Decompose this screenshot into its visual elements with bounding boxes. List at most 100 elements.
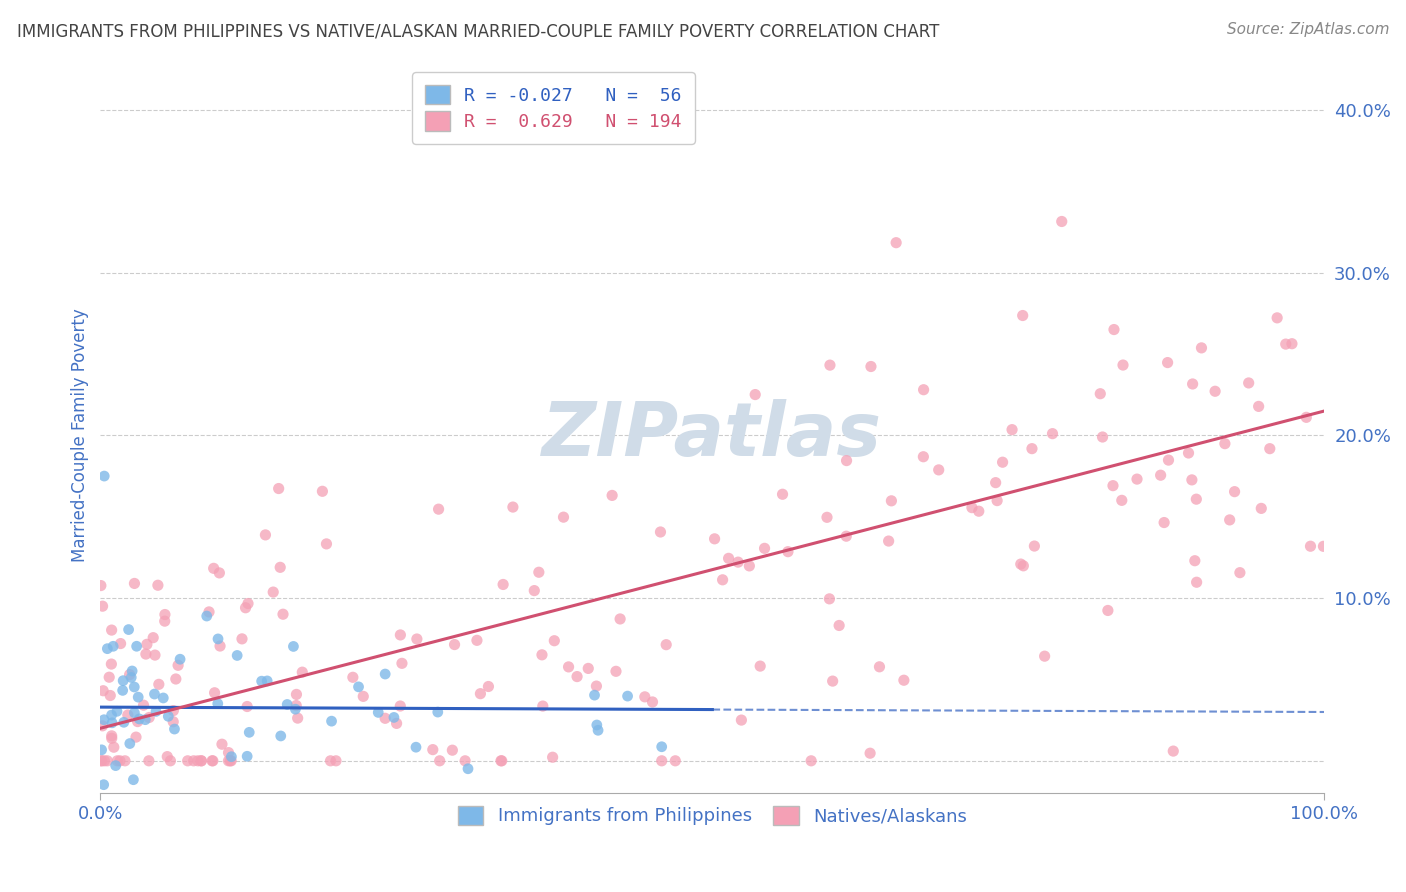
Point: [426, 705, 449, 719]
Point: [159, 754, 181, 768]
Point: [1177, 446, 1199, 460]
Point: [202, 561, 225, 575]
Point: [877, 534, 900, 549]
Point: [385, 716, 408, 731]
Point: [1102, 322, 1125, 336]
Point: [104, 758, 127, 772]
Point: [285, 698, 308, 713]
Point: [382, 710, 405, 724]
Point: [311, 484, 333, 499]
Point: [342, 670, 364, 684]
Point: [543, 633, 565, 648]
Point: [491, 754, 513, 768]
Point: [585, 679, 607, 693]
Point: [912, 383, 935, 397]
Point: [91, 719, 114, 733]
Point: [429, 754, 451, 768]
Point: [201, 754, 224, 768]
Point: [815, 510, 838, 524]
Point: [880, 493, 903, 508]
Point: [928, 463, 950, 477]
Point: [291, 665, 314, 680]
Point: [616, 689, 638, 703]
Point: [523, 583, 546, 598]
Point: [145, 705, 167, 719]
Point: [730, 713, 752, 727]
Point: [818, 358, 841, 372]
Point: [118, 737, 141, 751]
Point: [1237, 376, 1260, 390]
Point: [96, 754, 118, 768]
Point: [1274, 337, 1296, 351]
Point: [960, 500, 983, 515]
Point: [148, 677, 170, 691]
Point: [634, 690, 657, 704]
Point: [1219, 513, 1241, 527]
Point: [441, 743, 464, 757]
Point: [1161, 744, 1184, 758]
Point: [1011, 309, 1033, 323]
Point: [169, 652, 191, 666]
Point: [422, 742, 444, 756]
Point: [557, 660, 579, 674]
Point: [285, 687, 308, 701]
Point: [135, 637, 157, 651]
Point: [98, 670, 121, 684]
Point: [1156, 355, 1178, 369]
Point: [90, 754, 112, 768]
Point: [100, 731, 122, 746]
Point: [219, 754, 242, 768]
Point: [100, 657, 122, 671]
Point: [96, 641, 118, 656]
Point: [1050, 214, 1073, 228]
Point: [502, 500, 524, 514]
Point: [236, 597, 259, 611]
Point: [236, 749, 259, 764]
Point: [869, 660, 891, 674]
Point: [90, 754, 112, 768]
Point: [1250, 501, 1272, 516]
Point: [127, 714, 149, 729]
Point: [235, 600, 257, 615]
Point: [738, 558, 761, 573]
Point: [711, 573, 734, 587]
Point: [231, 632, 253, 646]
Point: [600, 488, 623, 502]
Point: [1042, 426, 1064, 441]
Point: [389, 699, 412, 714]
Point: [276, 698, 298, 712]
Point: [727, 555, 749, 569]
Point: [1001, 423, 1024, 437]
Point: [443, 638, 465, 652]
Point: [389, 628, 412, 642]
Point: [828, 618, 851, 632]
Point: [1157, 453, 1180, 467]
Point: [142, 631, 165, 645]
Point: [238, 725, 260, 739]
Point: [271, 607, 294, 622]
Point: [470, 687, 492, 701]
Point: [108, 754, 131, 768]
Point: [1111, 493, 1133, 508]
Point: [655, 638, 678, 652]
Point: [221, 749, 243, 764]
Point: [153, 607, 176, 622]
Point: [1295, 410, 1317, 425]
Text: ZIPatlas: ZIPatlas: [543, 399, 883, 472]
Legend: Immigrants from Philippines, Natives/Alaskans: Immigrants from Philippines, Natives/Ala…: [449, 797, 976, 834]
Point: [121, 664, 143, 678]
Point: [347, 680, 370, 694]
Point: [776, 544, 799, 558]
Point: [187, 754, 209, 768]
Point: [270, 729, 292, 743]
Point: [1091, 430, 1114, 444]
Point: [201, 754, 224, 768]
Point: [120, 670, 142, 684]
Point: [1112, 358, 1135, 372]
Point: [427, 502, 450, 516]
Point: [143, 648, 166, 662]
Point: [125, 730, 148, 744]
Point: [477, 680, 499, 694]
Point: [183, 754, 205, 768]
Point: [208, 566, 231, 580]
